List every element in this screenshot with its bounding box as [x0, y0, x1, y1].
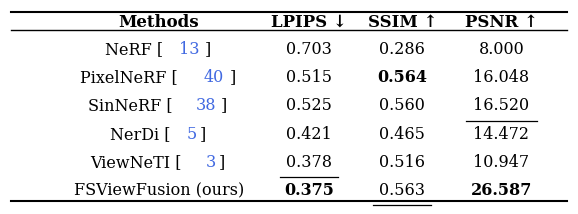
Text: PSNR ↑: PSNR ↑	[465, 13, 538, 31]
Text: 13: 13	[179, 41, 199, 58]
Text: 0.560: 0.560	[379, 97, 425, 114]
Text: 16.520: 16.520	[473, 97, 529, 114]
Text: 0.516: 0.516	[379, 154, 425, 171]
Text: 38: 38	[195, 97, 216, 114]
Text: NerDi [: NerDi [	[110, 126, 171, 143]
Text: ]: ]	[229, 69, 236, 86]
Text: 0.421: 0.421	[286, 126, 332, 143]
Text: ]: ]	[219, 154, 225, 171]
Text: ViewNeTI [: ViewNeTI [	[90, 154, 182, 171]
Text: PixelNeRF [: PixelNeRF [	[80, 69, 178, 86]
Text: 0.286: 0.286	[379, 41, 425, 58]
Text: 14.472: 14.472	[473, 126, 529, 143]
Text: 10.947: 10.947	[473, 154, 529, 171]
Text: 8.000: 8.000	[479, 41, 524, 58]
Text: 26.587: 26.587	[470, 182, 532, 199]
Text: 0.375: 0.375	[284, 182, 334, 199]
Text: Methods: Methods	[118, 13, 199, 31]
Text: 0.465: 0.465	[379, 126, 425, 143]
Text: 0.525: 0.525	[286, 97, 332, 114]
Text: FSViewFusion (ours): FSViewFusion (ours)	[73, 182, 244, 199]
Text: LPIPS ↓: LPIPS ↓	[271, 13, 347, 31]
Text: 0.703: 0.703	[286, 41, 332, 58]
Text: SSIM ↑: SSIM ↑	[368, 13, 437, 31]
Text: 0.378: 0.378	[286, 154, 332, 171]
Text: 3: 3	[206, 154, 216, 171]
Text: 0.515: 0.515	[286, 69, 332, 86]
Text: 0.564: 0.564	[377, 69, 427, 86]
Text: SinNeRF [: SinNeRF [	[88, 97, 173, 114]
Text: ]: ]	[221, 97, 228, 114]
Text: 16.048: 16.048	[473, 69, 529, 86]
Text: 0.563: 0.563	[379, 182, 425, 199]
Text: ]: ]	[199, 126, 206, 143]
Text: NeRF [: NeRF [	[105, 41, 163, 58]
Text: 40: 40	[204, 69, 224, 86]
Text: ]: ]	[205, 41, 211, 58]
Text: 5: 5	[187, 126, 197, 143]
